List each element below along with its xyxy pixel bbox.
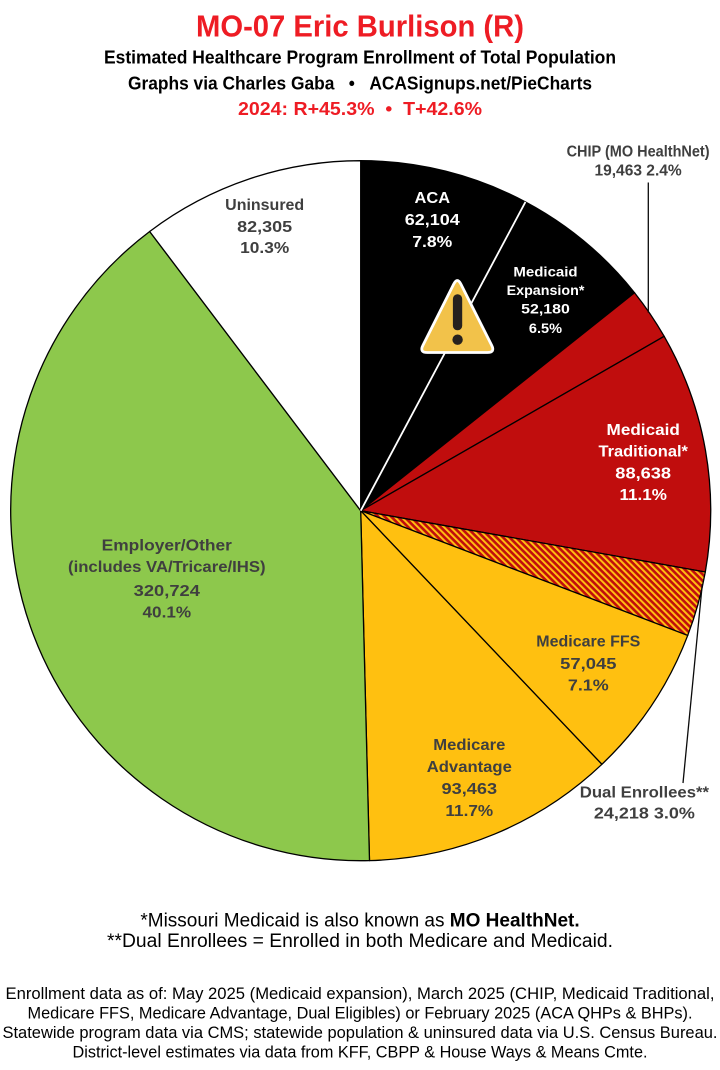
svg-text:Statewide program data via CMS: Statewide program data via CMS; statewid…	[3, 1024, 718, 1042]
svg-text:Uninsured: Uninsured	[225, 197, 304, 214]
svg-text:*Missouri Medicaid is also kno: *Missouri Medicaid is also known as MO H…	[140, 910, 579, 931]
svg-text:**Dual Enrollees = Enrolled in: **Dual Enrollees = Enrolled in both Medi…	[107, 931, 613, 952]
svg-text:Employer/Other: Employer/Other	[102, 537, 232, 554]
svg-text:19,463 2.4%: 19,463 2.4%	[594, 163, 682, 180]
svg-text:88,638: 88,638	[615, 465, 671, 482]
svg-text:7.1%: 7.1%	[568, 677, 609, 694]
svg-text:52,180: 52,180	[521, 301, 570, 317]
svg-text:Dual Enrollees**: Dual Enrollees**	[580, 784, 710, 801]
svg-text:CHIP (MO HealthNet): CHIP (MO HealthNet)	[567, 143, 710, 160]
svg-text:2024: R+45.3% • T+42.6%: 2024: R+45.3% • T+42.6%	[238, 98, 482, 119]
svg-text:Enrollment data as of: May 202: Enrollment data as of: May 2025 (Medicai…	[6, 985, 715, 1003]
svg-text:ACA: ACA	[415, 190, 451, 207]
svg-text:MO-07 Eric Burlison (R): MO-07 Eric Burlison (R)	[196, 8, 524, 43]
svg-text:320,724: 320,724	[134, 583, 201, 600]
svg-text:Medicare FFS: Medicare FFS	[536, 634, 640, 651]
svg-text:Graphs via Charles Gaba •: Graphs via Charles Gaba • ACASignups.net…	[128, 72, 592, 93]
svg-text:7.8%: 7.8%	[412, 234, 452, 251]
svg-text:40.1%: 40.1%	[143, 604, 192, 621]
svg-text:57,045: 57,045	[560, 656, 617, 673]
svg-text:Advantage: Advantage	[427, 759, 512, 776]
svg-text:Estimated Healthcare Program E: Estimated Healthcare Program Enrollment …	[104, 46, 616, 67]
svg-text:Expansion*: Expansion*	[507, 282, 585, 298]
svg-text:6.5%: 6.5%	[529, 320, 563, 336]
svg-text:Medicare: Medicare	[433, 737, 506, 754]
svg-text:82,305: 82,305	[237, 219, 292, 236]
svg-text:Medicaid: Medicaid	[607, 422, 680, 439]
svg-text:Traditional*: Traditional*	[599, 444, 689, 461]
svg-text:62,104: 62,104	[405, 212, 460, 229]
svg-text:24,218 3.0%: 24,218 3.0%	[594, 806, 695, 823]
svg-text:District-level estimates via d: District-level estimates via data from K…	[73, 1044, 648, 1062]
svg-text:(includes VA/Tricare/IHS): (includes VA/Tricare/IHS)	[68, 559, 266, 576]
svg-text:Medicare FFS, Medicare Advanta: Medicare FFS, Medicare Advantage, Dual E…	[28, 1004, 693, 1022]
svg-text:93,463: 93,463	[442, 781, 498, 798]
svg-text:10.3%: 10.3%	[240, 240, 289, 257]
svg-text:Medicaid: Medicaid	[513, 263, 577, 279]
svg-text:11.7%: 11.7%	[445, 803, 493, 820]
svg-text:11.1%: 11.1%	[620, 487, 668, 504]
